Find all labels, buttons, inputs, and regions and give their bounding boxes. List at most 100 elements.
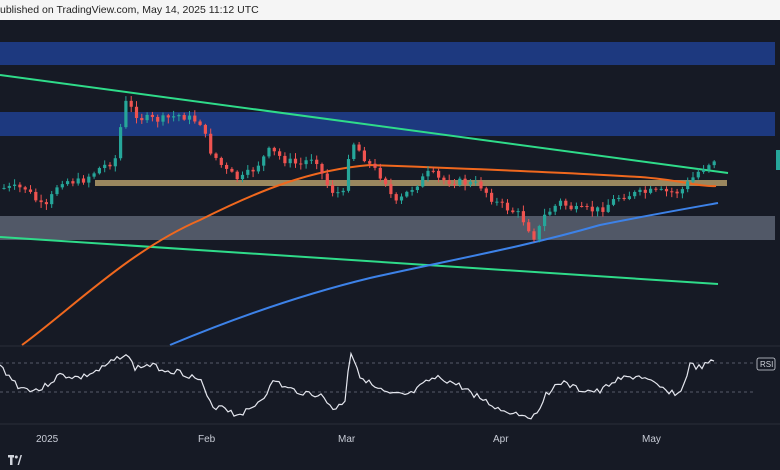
candle-body (209, 133, 213, 154)
candle-body (702, 169, 706, 172)
candle-body (505, 202, 510, 211)
candle-body (606, 204, 610, 212)
candle-body (426, 170, 430, 177)
candle-body (574, 206, 578, 210)
candle-body (622, 197, 626, 200)
candle-body (230, 168, 234, 172)
candle-body (463, 178, 467, 185)
lines-layer (0, 74, 729, 346)
candle-body (283, 155, 287, 164)
candle-body (394, 194, 398, 201)
candle-body (346, 159, 351, 191)
candle-body (569, 205, 573, 210)
x-tick-mar: Mar (338, 434, 356, 445)
candle-body (543, 214, 547, 227)
candle-body (527, 222, 531, 232)
candle-body (638, 189, 642, 193)
candle-body (511, 210, 515, 213)
candle-body (670, 191, 674, 193)
candle-body (50, 194, 54, 205)
candle-body (92, 173, 96, 177)
candle-body (113, 158, 117, 167)
candle-body (664, 188, 669, 192)
candle-body (548, 211, 552, 215)
candle-body (352, 144, 356, 160)
descending-trendline-upper (0, 74, 729, 174)
moving-average-long (169, 202, 719, 346)
rsi-pane: RSI (0, 351, 776, 420)
candle-body (447, 180, 451, 185)
candle-body (156, 116, 160, 122)
candle-body (320, 164, 324, 174)
candle-body (187, 115, 192, 120)
zones-layer (0, 42, 775, 240)
candle-body (55, 187, 59, 195)
candle-body (458, 178, 462, 186)
candle-body (66, 181, 70, 185)
candle-body (373, 163, 377, 168)
candle-body (182, 115, 186, 120)
candle-body (580, 206, 584, 208)
candle-body (246, 169, 250, 175)
candle-body (272, 147, 276, 152)
candle-body (468, 181, 472, 185)
candle-body (553, 205, 557, 212)
candle-body (161, 115, 165, 122)
candle-body (452, 184, 457, 186)
candle-body (691, 177, 695, 182)
candle-body (490, 192, 494, 202)
candle-body (299, 163, 303, 165)
candle-body (129, 100, 133, 107)
candle-body (278, 151, 282, 156)
candle-body (145, 114, 149, 121)
candle-body (172, 116, 176, 118)
candle-body (18, 184, 22, 188)
candle-body (341, 190, 345, 193)
candle-body (410, 190, 414, 192)
tradingview-logo-icon (8, 455, 22, 465)
candle-body (331, 185, 335, 193)
candle-body (686, 181, 690, 190)
candle-body (13, 184, 17, 186)
candle-body (479, 181, 483, 189)
candle-body (140, 118, 144, 121)
publish-info-text: ublished on TradingView.com, May 14, 202… (0, 4, 259, 16)
candle-body (267, 147, 271, 157)
price-chart[interactable]: RSI 2025 Feb Mar Apr May (0, 20, 780, 450)
candle-body (2, 187, 6, 189)
x-tick-feb: Feb (198, 434, 216, 445)
candle-body (214, 153, 218, 158)
candle-body (558, 200, 563, 206)
moving-average-short (21, 163, 717, 346)
support-zone (0, 216, 775, 240)
candle-body (97, 168, 101, 174)
candle-body (521, 211, 525, 223)
candle-body (378, 167, 382, 179)
candle-body (675, 191, 679, 194)
candle-body (28, 189, 33, 192)
candle-body (421, 176, 425, 187)
candle-body (119, 127, 123, 159)
rsi-line (0, 351, 715, 420)
publish-header: ublished on TradingView.com, May 14, 202… (0, 0, 780, 21)
candle-body (564, 200, 568, 206)
candle-body (590, 206, 594, 212)
candle-body (474, 181, 478, 183)
candle-body (39, 200, 43, 203)
candle-body (203, 124, 207, 134)
candle-body (617, 197, 621, 200)
candle-body (516, 211, 520, 213)
candle-body (304, 160, 308, 165)
candle-body (336, 192, 340, 194)
candle-body (680, 189, 684, 194)
candle-body (696, 171, 700, 178)
candle-body (325, 173, 329, 186)
candle-body (415, 186, 419, 191)
horizontal-level (95, 180, 727, 186)
candle-body (251, 169, 255, 172)
candle-body (124, 100, 128, 128)
descending-trendline-lower (0, 236, 719, 285)
candle-body (71, 181, 75, 184)
candle-body (7, 185, 11, 188)
candle-body (315, 159, 319, 165)
